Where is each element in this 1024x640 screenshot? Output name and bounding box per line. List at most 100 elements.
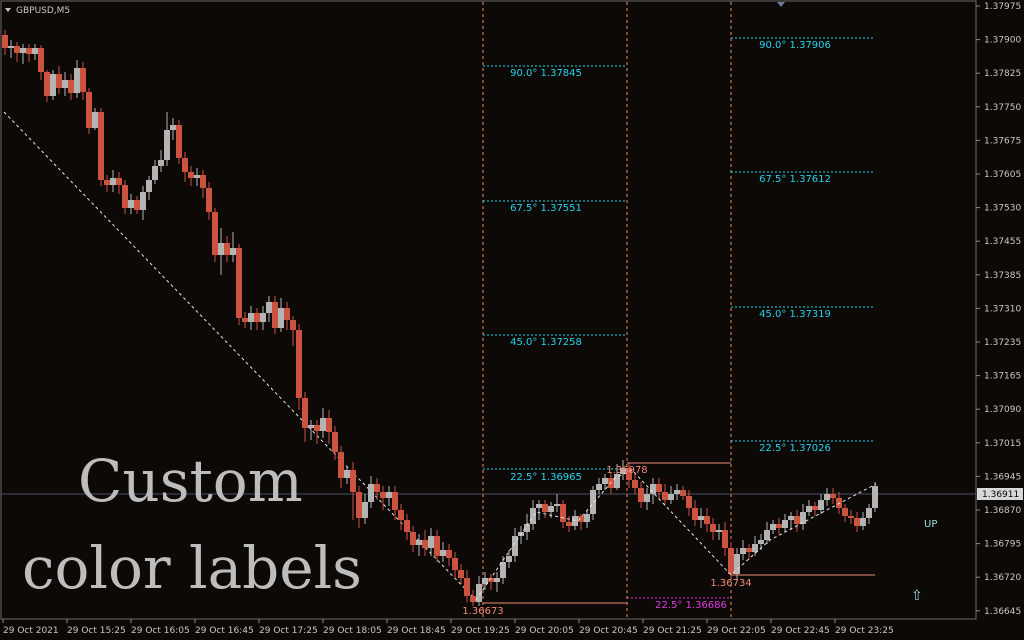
level-label-magenta: 22.5° 1.36686 [655, 600, 727, 611]
price-tick-label: 1.37385 [984, 271, 1021, 281]
candle-body [158, 160, 164, 166]
candle-body [764, 530, 770, 540]
price-tick-label: 1.36645 [984, 607, 1021, 617]
candle-body [182, 158, 188, 172]
candle-body [734, 554, 740, 574]
candle-body [584, 514, 590, 522]
candle-body [302, 398, 308, 428]
candle-body [116, 178, 122, 185]
candle-body [8, 46, 14, 48]
time-tick-label: 29 Oct 18:05 [323, 626, 382, 636]
candle-body [98, 112, 104, 180]
candle-body [344, 470, 350, 478]
price-tick-label: 1.37900 [984, 36, 1021, 46]
time-tick-label: 29 Oct 19:25 [451, 626, 510, 636]
candle-body [164, 130, 170, 160]
price-tick-label: 1.36720 [984, 573, 1021, 583]
candle-body [752, 544, 758, 552]
candle-body [476, 584, 482, 602]
plot-frame [0, 0, 977, 620]
candlestick-series [2, 30, 878, 606]
candle-body [416, 540, 422, 545]
chart-shift-marker-icon[interactable] [777, 2, 785, 7]
candle-body [38, 48, 44, 72]
candle-body [776, 524, 782, 528]
time-tick-label: 29 Oct 2021 [3, 626, 59, 636]
candle-body [560, 504, 566, 522]
candle-body [296, 330, 302, 398]
candle-body [824, 494, 830, 500]
price-tick-label: 1.37235 [984, 338, 1021, 348]
dropdown-arrow-icon[interactable] [5, 8, 11, 12]
candle-body [368, 484, 374, 502]
level-label: 45.0° 1.37319 [759, 309, 831, 320]
time-tick-label: 29 Oct 22:05 [707, 626, 766, 636]
time-axis[interactable]: 29 Oct 2021 29 Oct 15:25 29 Oct 16:05 29 Oc… [2, 619, 894, 636]
candle-body [254, 313, 260, 322]
candle-body [506, 556, 512, 562]
candle-body [782, 520, 788, 528]
candle-body [32, 48, 38, 54]
candle-body [212, 212, 218, 255]
candle-body [572, 516, 578, 526]
candle-body [272, 302, 278, 328]
candle-body [68, 80, 74, 93]
candle-body [374, 484, 380, 492]
candle-body [788, 516, 794, 520]
price-tick-label: 1.36870 [984, 506, 1021, 516]
candle-body [578, 516, 584, 522]
price-tick-label: 1.37750 [984, 103, 1021, 113]
candle-body [644, 494, 650, 502]
candle-body [80, 68, 86, 92]
candle-body [332, 432, 338, 452]
overlay-caption-line2: color labels [22, 534, 362, 602]
price-axis[interactable]: 1.37975 1.37900 1.37825 1.37750 1.37675 1.376… [976, 2, 1021, 617]
candle-body [44, 72, 50, 96]
candle-body [686, 496, 692, 508]
candle-body [392, 492, 398, 510]
candle-body [698, 516, 704, 520]
candle-body [170, 125, 176, 130]
price-tick-label: 1.37825 [984, 69, 1021, 79]
candle-body [146, 180, 152, 192]
price-tick-label: 1.37015 [984, 439, 1021, 449]
candle-body [314, 425, 320, 431]
candle-body [290, 320, 296, 330]
time-tick-label: 29 Oct 16:05 [131, 626, 190, 636]
candle-body [746, 548, 752, 552]
candle-body [26, 48, 32, 54]
trend-line-main [3, 111, 477, 601]
time-tick-label: 29 Oct 20:05 [515, 626, 574, 636]
candle-body [410, 532, 416, 545]
time-tick-label: 29 Oct 22:45 [771, 626, 830, 636]
candle-body [860, 518, 866, 526]
level-label: 22.5° 1.36965 [510, 472, 582, 483]
candle-body [224, 243, 230, 255]
candle-body [554, 504, 560, 506]
candle-body [428, 536, 434, 548]
level-label: 45.0° 1.37258 [510, 337, 582, 348]
candle-body [674, 490, 680, 494]
candle-body [248, 313, 254, 322]
signal-label: UP [924, 519, 937, 530]
time-tick-label: 29 Oct 21:25 [643, 626, 702, 636]
candle-body [320, 418, 326, 431]
time-tick-label: 29 Oct 15:25 [67, 626, 126, 636]
candle-body [830, 494, 836, 498]
price-tick-label: 1.37090 [984, 405, 1021, 415]
candle-body [308, 425, 314, 428]
zigzag-line [475, 469, 877, 601]
candle-body [770, 524, 776, 530]
level-set-a: 90.0° 1.37845 67.5° 1.37551 45.0° 1.3725… [483, 65, 627, 483]
level-label: 90.0° 1.37845 [510, 68, 582, 79]
candle-body [128, 200, 134, 208]
pivot-label-low: 1.36673 [462, 606, 503, 617]
candle-body [842, 508, 848, 516]
time-tick-label: 29 Oct 20:45 [579, 626, 638, 636]
candle-body [20, 48, 26, 53]
candle-body [188, 172, 194, 178]
candle-body [548, 506, 554, 512]
candle-body [854, 518, 860, 526]
